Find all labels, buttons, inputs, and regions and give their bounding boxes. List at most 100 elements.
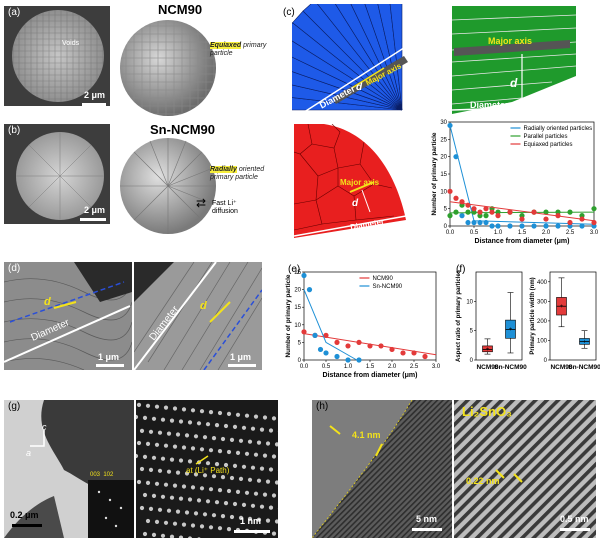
data-point <box>389 346 395 353</box>
sem-ncm90-cross-section <box>4 6 110 106</box>
y-tick-label: 10 <box>294 323 301 329</box>
data-point <box>543 223 549 229</box>
data-point <box>579 223 585 229</box>
data-point <box>543 209 549 215</box>
y-tick-label: 15 <box>440 172 447 178</box>
fit-line <box>303 289 358 361</box>
data-point <box>367 343 373 349</box>
data-point <box>543 216 549 222</box>
data-point <box>465 202 471 208</box>
x-tick-label: 1.5 <box>518 230 527 236</box>
data-point <box>459 199 465 205</box>
data-point <box>465 209 471 215</box>
data-point <box>345 357 351 363</box>
x-tick-label: 3.0 <box>432 364 441 370</box>
y-tick-label: 200 <box>537 319 548 325</box>
sem-ncm90-particles <box>4 262 132 370</box>
panel-a-label: (a) <box>8 7 21 18</box>
equiaxed-particles-schematic <box>293 123 414 238</box>
x-tick-label: 1.0 <box>344 364 353 370</box>
data-point <box>465 219 471 226</box>
panel-e-label: (e) <box>288 264 301 275</box>
y-tick-label: 5 <box>470 329 474 335</box>
category-label: Sn-NCM90 <box>494 364 527 371</box>
li-path-label: at (Li⁺ Path) <box>186 466 230 475</box>
y-tick-label: 5 <box>298 340 302 346</box>
parallel-particles-schematic <box>451 6 577 114</box>
data-point <box>345 343 351 349</box>
data-point <box>471 206 477 212</box>
diffusion-arrow-icon: ⇄ <box>196 196 207 210</box>
x-tick-label: 0.0 <box>300 364 309 370</box>
x-tick-label: 2.0 <box>388 364 397 370</box>
d-label-blue: d <box>356 82 363 93</box>
fit-line <box>449 201 595 222</box>
y-tick-label: 0 <box>444 224 448 230</box>
scale-bar-g1-text: 0.2 μm <box>10 510 39 520</box>
x-tick-label: 1.0 <box>494 230 503 236</box>
y-axis-label: Number of primary particle <box>285 274 292 357</box>
data-point <box>591 206 597 212</box>
category-label: NCM90 <box>476 364 498 371</box>
data-point <box>489 209 495 215</box>
data-point <box>507 209 513 215</box>
data-point <box>471 219 477 226</box>
y-tick-label: 15 <box>294 305 301 311</box>
scale-bar-h1 <box>412 528 442 531</box>
chart-c: 0.0 0.5 1.0 1.5 2.0 2.5 3.0 0 5 10 15 20 25 30 Distanc… <box>424 118 600 250</box>
equiaxed-note: Equiaxed primary particle <box>210 42 267 57</box>
data-point <box>507 223 513 229</box>
data-point <box>411 350 417 356</box>
data-point <box>555 213 561 219</box>
data-point <box>531 209 537 215</box>
data-point <box>317 346 324 353</box>
data-point <box>477 209 483 215</box>
data-point <box>531 223 537 229</box>
d-label-green: d <box>510 76 518 90</box>
plot-frame <box>475 271 523 361</box>
scale-bar-g2 <box>234 530 270 533</box>
chart-f-width: 0 100 200 300 400 Primary particle width (nm)… <box>522 268 600 386</box>
scale-bar-d2-text: 1 μm <box>230 352 252 362</box>
scale-bar-d1-text: 1 μm <box>98 352 120 362</box>
chart-f-aspect: 0 5 10 Aspect ratio of primary particles + NC… <box>448 268 528 386</box>
y-axis-label: Primary particle width (nm) <box>530 277 536 354</box>
x-axis-label: Distance from diameter (μm) <box>323 372 418 379</box>
y-tick-label: 5 <box>444 207 448 213</box>
data-point <box>447 188 453 194</box>
scale-bar-d1 <box>96 364 124 367</box>
scale-bar-h2 <box>560 528 590 531</box>
scale-bar-h1-text: 5 nm <box>416 514 438 524</box>
sem-sn-ncm90-particles <box>134 262 262 370</box>
data-point <box>453 195 459 201</box>
data-point <box>301 272 307 279</box>
data-point <box>447 213 453 219</box>
data-point <box>453 209 459 215</box>
panel-d-label: (d) <box>8 263 21 274</box>
x-tick-label: 0.5 <box>322 364 331 370</box>
x-tick-label: 2.0 <box>542 230 551 236</box>
panel-f-label: (f) <box>456 264 466 275</box>
x-tick-label: 2.5 <box>410 364 419 370</box>
data-point <box>306 287 313 293</box>
tem-low-mag <box>4 400 134 538</box>
mean-marker: + <box>560 304 564 310</box>
data-point <box>495 213 501 219</box>
category-label: NCM90 <box>550 364 572 371</box>
y-tick-label: 20 <box>294 288 301 294</box>
data-point <box>483 213 489 219</box>
data-point <box>567 219 573 226</box>
y-tick-label: 10 <box>466 299 473 305</box>
a-axis-label: a <box>26 448 32 458</box>
tem-high-res-lattice <box>136 400 278 538</box>
data-point <box>489 223 495 229</box>
panel-g-label: (g) <box>8 401 21 412</box>
legend-label: Radially oriented particles <box>523 126 592 132</box>
data-point <box>312 332 318 338</box>
data-point <box>459 213 465 219</box>
y-tick-label: 100 <box>537 338 548 344</box>
data-point <box>579 216 585 222</box>
d-label-d2: d <box>200 300 207 312</box>
y-tick-label: 0 <box>544 358 548 364</box>
d-label-d1: d <box>44 296 51 308</box>
